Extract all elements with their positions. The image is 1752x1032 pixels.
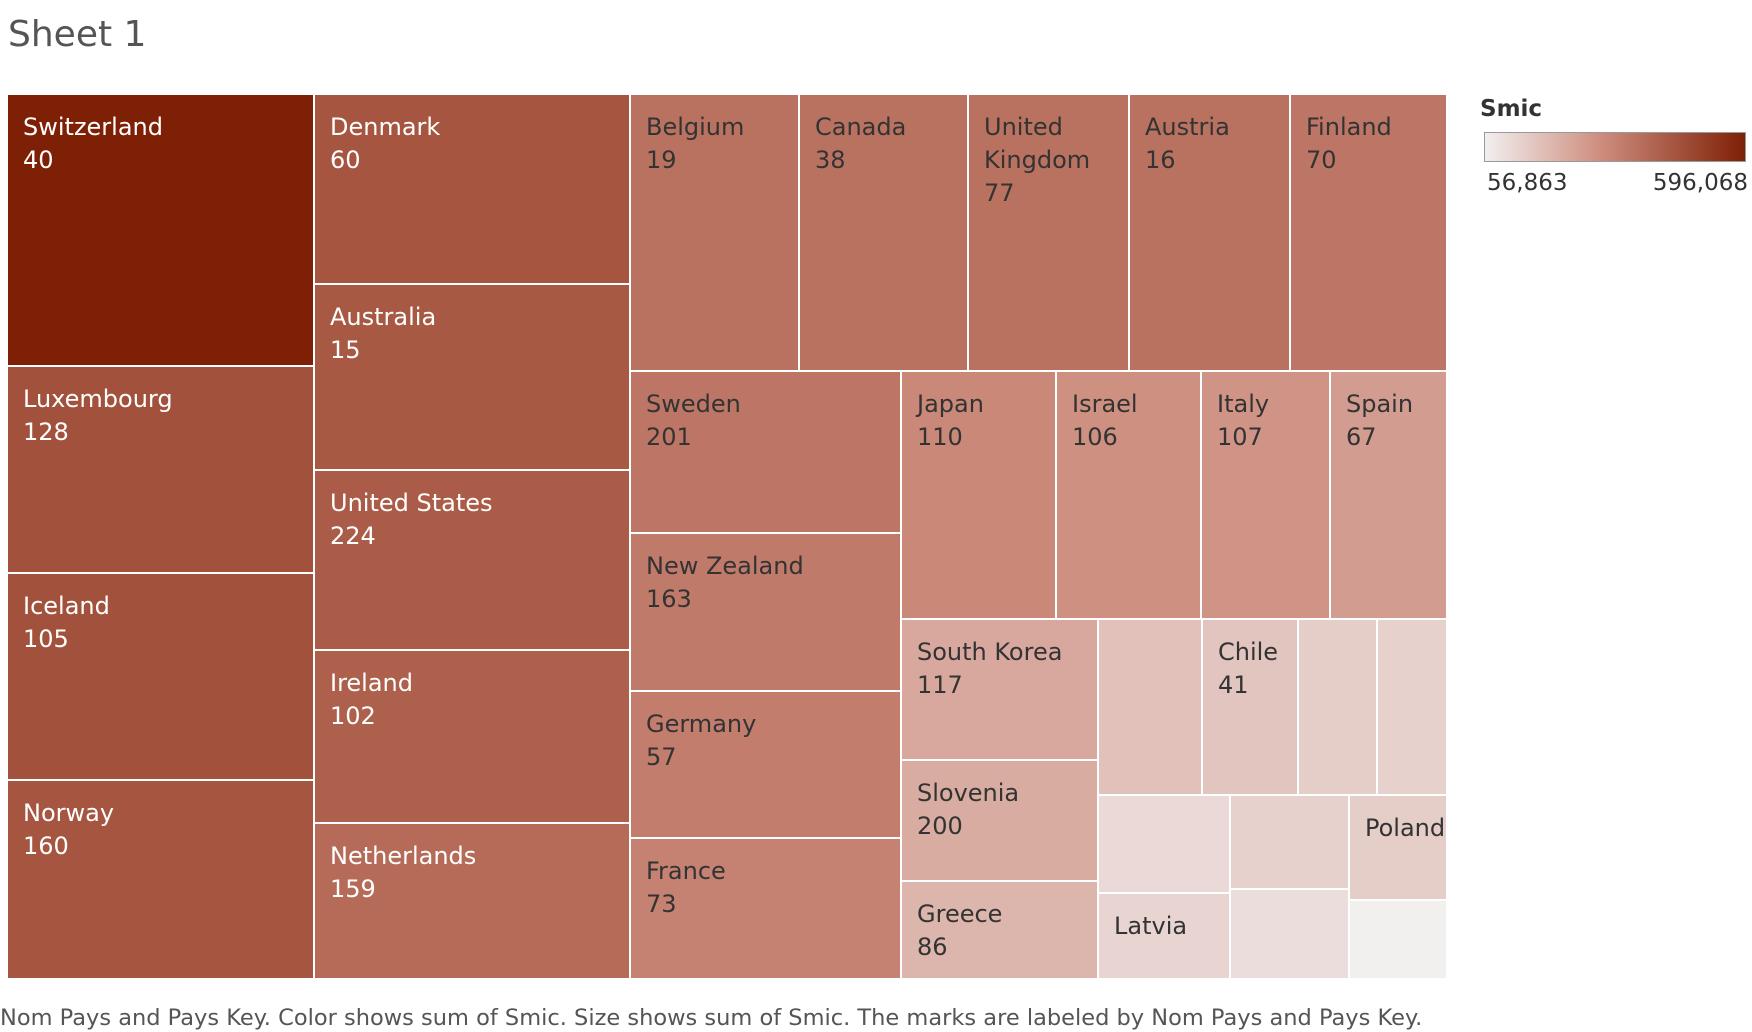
tile-label: Greece 86 [917,900,1003,961]
treemap-tile[interactable]: Greece 86 [902,882,1099,980]
treemap-tile[interactable]: United States 224 [315,471,631,651]
tile-label: Australia 15 [330,303,437,364]
treemap-tile[interactable]: United Kingdom 77 [969,95,1130,372]
treemap-tile[interactable]: South Korea 117 [902,620,1099,761]
legend-max-label: 596,068 [1652,170,1748,196]
tile-label: Iceland 105 [23,592,110,653]
treemap-tile[interactable]: Latvia [1099,894,1231,980]
treemap-tile[interactable]: Australia 15 [315,285,631,471]
legend-title: Smic [1480,96,1543,122]
treemap-tile[interactable]: New Zealand 163 [631,534,902,692]
treemap-tile[interactable]: Israel 106 [1057,372,1202,620]
treemap-tile[interactable] [1099,796,1231,894]
treemap-tile[interactable]: Chile 41 [1203,620,1299,796]
treemap-tile[interactable] [1299,620,1378,796]
tile-label: Norway 160 [23,799,115,860]
tile-label: Finland 70 [1306,113,1392,174]
treemap-tile[interactable]: Sweden 201 [631,372,902,534]
treemap-tile[interactable]: France 73 [631,839,902,980]
sheet-title: Sheet 1 [8,14,147,55]
tile-label: Israel 106 [1072,390,1138,451]
tile-label: Italy 107 [1217,390,1270,451]
treemap-tile[interactable]: Finland 70 [1291,95,1448,372]
treemap-tile[interactable]: Germany 57 [631,692,902,839]
treemap-tile[interactable]: Italy 107 [1202,372,1331,620]
treemap-tile[interactable] [1231,796,1350,890]
treemap-tile[interactable]: Belgium 19 [631,95,800,372]
tile-label: Slovenia 200 [917,779,1020,840]
tile-label: United Kingdom 77 [984,113,1091,207]
color-legend: Smic 56,863 596,068 [1478,96,1748,196]
tile-label: South Korea 117 [917,638,1063,699]
treemap-tile[interactable]: Iceland 105 [8,574,315,781]
treemap-tile[interactable] [1350,901,1448,980]
tile-label: Chile 41 [1218,638,1279,699]
tile-label: Canada 38 [815,113,907,174]
tile-label: Poland [1365,814,1446,842]
treemap-tile[interactable]: Netherlands 159 [315,824,631,980]
tile-label: Ireland 102 [330,669,414,730]
treemap: Switzerland 40 Luxembourg 128 Iceland 105 N… [8,95,1448,980]
tile-label: Switzerland 40 [23,113,163,174]
tile-label: Netherlands 159 [330,842,477,903]
tile-label: Sweden 201 [646,390,741,451]
chart-caption: Nom Pays and Pays Key. Color shows sum o… [0,1005,1423,1031]
legend-min-label: 56,863 [1487,170,1568,196]
treemap-tile[interactable]: Ireland 102 [315,651,631,824]
treemap-tile[interactable]: Slovenia 200 [902,761,1099,882]
treemap-tile[interactable]: Canada 38 [800,95,969,372]
tile-label: New Zealand 163 [646,552,804,613]
tile-label: United States 224 [330,489,493,550]
treemap-tile[interactable]: Japan 110 [902,372,1057,620]
tile-label: Germany 57 [646,710,757,771]
treemap-tile[interactable]: Denmark 60 [315,95,631,285]
tile-label: Denmark 60 [330,113,441,174]
treemap-tile[interactable]: Austria 16 [1130,95,1291,372]
tile-label: Luxembourg 128 [23,385,173,446]
treemap-tile[interactable] [1231,890,1350,980]
treemap-tile[interactable]: Spain 67 [1331,372,1448,620]
treemap-tile[interactable]: Switzerland 40 [8,95,315,367]
tile-label: Spain 67 [1346,390,1414,451]
tile-label: France 73 [646,857,726,918]
tile-label: Austria 16 [1145,113,1230,174]
legend-gradient-bar [1484,132,1746,162]
tile-label: Latvia [1114,912,1188,940]
tile-label: Japan 110 [917,390,984,451]
treemap-tile[interactable] [1099,620,1203,796]
tile-label: Belgium 19 [646,113,745,174]
treemap-tile[interactable] [1378,620,1448,796]
treemap-tile[interactable]: Poland [1350,796,1448,901]
treemap-tile[interactable]: Norway 160 [8,781,315,980]
treemap-tile[interactable]: Luxembourg 128 [8,367,315,574]
